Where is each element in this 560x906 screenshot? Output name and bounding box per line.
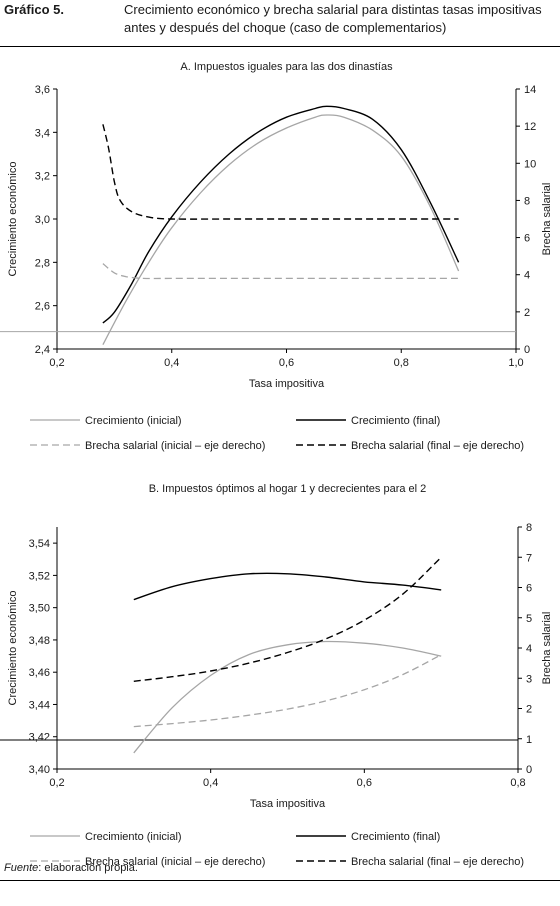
charta-series-line-4 (102, 124, 459, 220)
source-prefix: Fuente (4, 862, 39, 874)
chartb-x-axis-label: Tasa impositiva (250, 798, 326, 810)
charta-y-axis-label: Crecimiento económico (7, 162, 19, 277)
charta-x-axis-label: Tasa impositiva (249, 378, 325, 390)
charta-y2-tick-label: 10 (524, 158, 536, 170)
chartb-series-line-3 (133, 654, 442, 728)
charta-y2-tick-label: 4 (524, 270, 530, 282)
chartb-y2-tick-label: 2 (526, 704, 532, 716)
chartb-y-tick-label: 3,54 (29, 538, 50, 550)
charta-y-tick-label: 3,2 (35, 171, 50, 183)
charta-y2-tick-label: 6 (524, 233, 530, 245)
charta-y-tick-label: 2,8 (35, 257, 50, 269)
charta-y-tick-label: 3,6 (35, 84, 50, 96)
charta-legend-label-4: Brecha salarial (final – eje derecho) (351, 440, 524, 452)
chartb-x-tick-label: 0,6 (357, 777, 372, 789)
chartb-y-tick-label: 3,50 (29, 603, 50, 615)
chartb-y2-tick-label: 4 (526, 643, 532, 655)
chartb-y2-tick-label: 0 (526, 764, 532, 776)
chartb-y2-axis-label: Brecha salarial (541, 612, 553, 685)
chartb-x-tick-label: 0,8 (510, 777, 525, 789)
chartb-y-tick-label: 3,52 (29, 570, 50, 582)
charta-x-tick-label: 0,8 (394, 357, 409, 369)
chartb-legend-label-4: Brecha salarial (final – eje derecho) (351, 856, 524, 868)
charta-x-tick-label: 0,6 (279, 357, 294, 369)
charta-y-tick-label: 2,4 (35, 344, 50, 356)
chartb-y-tick-label: 3,48 (29, 635, 50, 647)
figure-header: Gráfico 5. Crecimiento económico y brech… (0, 0, 560, 50)
charta-legend-label-1: Crecimiento (inicial) (85, 415, 182, 427)
chartb-y-tick-label: 3,42 (29, 732, 50, 744)
chartb-y2-tick-label: 6 (526, 583, 532, 595)
chartb-y2-tick-label: 3 (526, 673, 532, 685)
chartb-legend-label-2: Crecimiento (final) (351, 831, 440, 843)
charta-y2-tick-label: 12 (524, 121, 536, 133)
charta-y2-axis-label: Brecha salarial (541, 183, 553, 256)
chartb-y-tick-label: 3,46 (29, 667, 50, 679)
charta-x-tick-label: 0,4 (164, 357, 179, 369)
chartb-y2-tick-label: 1 (526, 734, 532, 746)
charta-y-tick-label: 2,6 (35, 301, 50, 313)
chartb-x-tick-label: 0,2 (49, 777, 64, 789)
chartb-legend-label-1: Crecimiento (inicial) (85, 831, 182, 843)
charta-series-line-1 (102, 114, 460, 346)
chartb-y-axis-label: Crecimiento económico (7, 591, 19, 706)
chartb-y2-tick-label: 8 (526, 522, 532, 534)
chartb-y2-tick-label: 7 (526, 552, 532, 564)
chartb-series-line-2 (133, 572, 442, 601)
chartb-y2-tick-label: 5 (526, 613, 532, 625)
charta-y2-tick-label: 8 (524, 195, 530, 207)
chartb-title: B. Impuestos óptimos al hogar 1 y decrec… (149, 483, 427, 495)
charta-title: A. Impuestos iguales para las dos dinast… (180, 61, 393, 73)
chartb-series-line-4 (133, 556, 442, 682)
figure-title: Crecimiento económico y brecha salarial … (124, 2, 542, 35)
charta-y2-tick-label: 0 (524, 344, 530, 356)
figure-source: Fuente: elaboración propia. (4, 862, 138, 874)
charta-x-tick-label: 1,0 (508, 357, 523, 369)
charta-y2-tick-label: 2 (524, 307, 530, 319)
charta-series-line-2 (102, 105, 460, 324)
chartb-series-line-1 (133, 640, 442, 754)
figure-label: Gráfico 5. (4, 2, 64, 17)
chartb-y-tick-label: 3,44 (29, 699, 50, 711)
chartb-x-tick-label: 0,4 (203, 777, 218, 789)
bottom-rule (0, 880, 560, 881)
top-rule (0, 46, 560, 47)
charta-legend-label-2: Crecimiento (final) (351, 415, 440, 427)
charta-y-tick-label: 3,0 (35, 214, 50, 226)
charta-y2-tick-label: 14 (524, 84, 536, 96)
charta-x-tick-label: 0,2 (49, 357, 64, 369)
chartb-y-tick-label: 3,40 (29, 764, 50, 776)
charta-series-line-3 (102, 263, 459, 280)
source-text: : elaboración propia. (38, 862, 138, 874)
charta-legend-label-3: Brecha salarial (inicial – eje derecho) (85, 440, 265, 452)
chartb-legend-label-3: Brecha salarial (inicial – eje derecho) (85, 856, 265, 868)
charta-y-tick-label: 3,4 (35, 127, 50, 139)
